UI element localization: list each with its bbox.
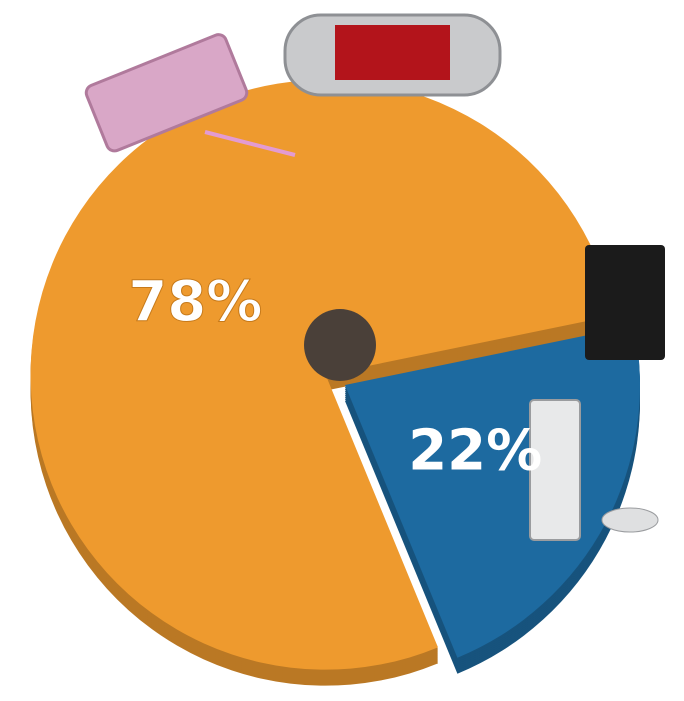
- value-label: 78%: [128, 270, 262, 335]
- stylus: [204, 130, 296, 157]
- console-xbox: [529, 399, 581, 541]
- handheld-ds: [84, 33, 249, 153]
- psp-screen: [335, 25, 450, 80]
- icon: [84, 33, 249, 153]
- pie: [30, 79, 640, 686]
- controller: [601, 507, 659, 533]
- value-label: 22%: [408, 418, 542, 483]
- console-ps3: [585, 245, 665, 360]
- console-icons: [84, 13, 665, 541]
- hub: [304, 309, 376, 381]
